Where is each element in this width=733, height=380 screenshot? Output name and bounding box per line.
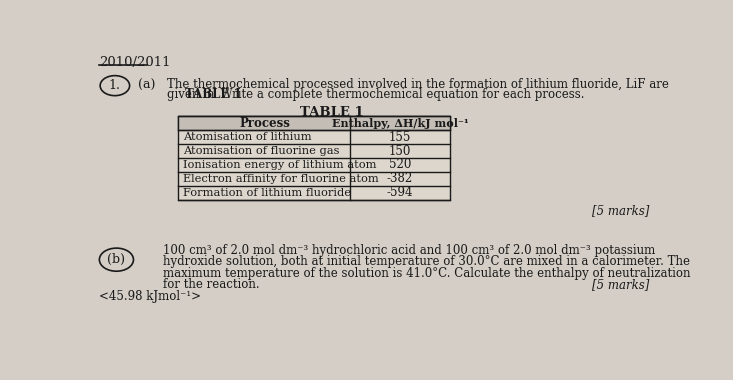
Text: TABLE 1: TABLE 1 bbox=[185, 88, 241, 101]
Text: 150: 150 bbox=[389, 145, 411, 158]
Text: <45.98 kJmol⁻¹>: <45.98 kJmol⁻¹> bbox=[100, 290, 202, 304]
Text: 155: 155 bbox=[389, 131, 411, 144]
Text: 100 cm³ of 2.0 mol dm⁻³ hydrochloric acid and 100 cm³ of 2.0 mol dm⁻³ potassium: 100 cm³ of 2.0 mol dm⁻³ hydrochloric aci… bbox=[163, 244, 655, 257]
Text: (a): (a) bbox=[138, 79, 155, 92]
Text: Ionisation energy of lithium atom: Ionisation energy of lithium atom bbox=[183, 160, 377, 170]
Text: Process: Process bbox=[239, 117, 290, 130]
Text: . Write a complete thermochemical equation for each process.: . Write a complete thermochemical equati… bbox=[213, 88, 585, 101]
Bar bbox=[178, 116, 449, 200]
Text: 2010/2011: 2010/2011 bbox=[100, 56, 171, 70]
Text: Electron affinity for fluorine atom: Electron affinity for fluorine atom bbox=[183, 174, 379, 184]
Text: -594: -594 bbox=[387, 186, 413, 199]
Text: The thermochemical processed involved in the formation of lithium fluoride, LiF : The thermochemical processed involved in… bbox=[167, 78, 668, 91]
Text: Atomisation of lithium: Atomisation of lithium bbox=[183, 132, 312, 142]
Text: (b): (b) bbox=[108, 253, 125, 266]
Text: -382: -382 bbox=[387, 172, 413, 185]
Text: 520: 520 bbox=[389, 158, 411, 171]
Text: maximum temperature of the solution is 41.0°C. Calculate the enthalpy of neutral: maximum temperature of the solution is 4… bbox=[163, 267, 690, 280]
Text: [5 marks]: [5 marks] bbox=[592, 204, 649, 217]
Text: TABLE 1: TABLE 1 bbox=[300, 106, 364, 119]
Text: 1.: 1. bbox=[109, 79, 121, 92]
Text: Formation of lithium fluoride: Formation of lithium fluoride bbox=[183, 188, 351, 198]
Text: for the reaction.: for the reaction. bbox=[163, 278, 259, 291]
Bar bbox=[178, 116, 449, 130]
Text: given in: given in bbox=[167, 88, 218, 101]
Text: Enthalpy, ΔH/kJ mol⁻¹: Enthalpy, ΔH/kJ mol⁻¹ bbox=[332, 118, 468, 129]
Text: Atomisation of fluorine gas: Atomisation of fluorine gas bbox=[183, 146, 339, 156]
Text: [5 marks]: [5 marks] bbox=[592, 278, 649, 291]
Text: hydroxide solution, both at initial temperature of 30.0°C are mixed in a calorim: hydroxide solution, both at initial temp… bbox=[163, 255, 690, 268]
